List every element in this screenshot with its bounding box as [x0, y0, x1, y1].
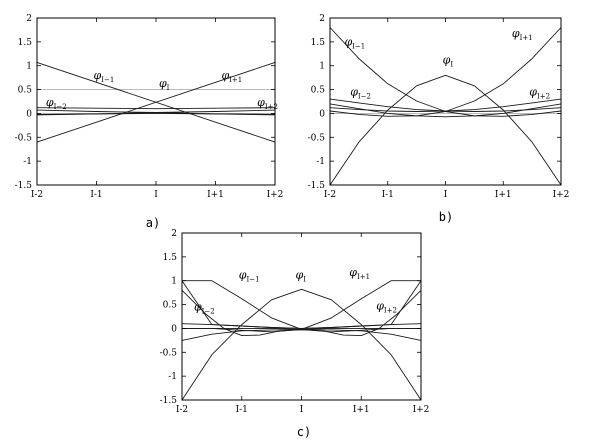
curve-label-I+1: φI+1: [349, 266, 370, 281]
curve-I: [329, 74, 562, 186]
panel-caption: a): [146, 216, 160, 230]
y-tick-label: 0: [319, 109, 325, 119]
y-tick-label: 0: [26, 109, 32, 119]
curve-label-I+2: φI+2: [529, 85, 550, 100]
curve-label-subscript: I−1: [246, 275, 259, 283]
y-tick-label: 2: [319, 14, 325, 24]
x-tick-label: I-2: [176, 405, 188, 415]
x-tick-label: I: [444, 190, 448, 200]
curve-label-I+2: φI+2: [376, 299, 397, 314]
panel-b: 2 1.5 1 0.5 0 -0.5 -1 -1.5I-2 I-1 I I+1 I+2 φI−1 φI φI…: [308, 14, 570, 224]
curve-I: [181, 288, 422, 401]
y-tick-label: -0.5: [308, 133, 326, 143]
x-tick-label: I+1: [353, 405, 370, 415]
curve-label-I: φI: [159, 77, 170, 92]
curve-label-subscript: I: [450, 60, 453, 68]
curve-label-I+1: φI+1: [221, 69, 242, 84]
y-tick-label: -1.5: [160, 396, 178, 406]
y-tick-label: 1.5: [311, 38, 326, 48]
x-tick-label: I+2: [267, 190, 284, 200]
plot-frame: [36, 17, 276, 186]
x-tick-label: I-2: [324, 190, 336, 200]
curve-label-I2: φI−2: [350, 85, 371, 100]
y-tick-label: -1: [168, 372, 177, 382]
curve-I+1: [36, 61, 276, 143]
x-tick-label: I-1: [236, 405, 248, 415]
curve-label-I2: φI−2: [194, 300, 215, 315]
panel-caption: b): [439, 210, 453, 224]
y-tick-label: 1: [171, 277, 177, 287]
y-tick-label: -1: [316, 157, 325, 167]
y-tick-label: 0.5: [163, 301, 178, 311]
curve-label-subscript: I+2: [537, 92, 550, 100]
y-tick-label: -1.5: [15, 181, 33, 191]
curve-label-subscript: I−2: [54, 103, 67, 111]
y-tick-label: 1: [319, 62, 325, 72]
y-tick-label: 1.5: [163, 253, 178, 263]
curve-label-subscript: I+2: [265, 103, 278, 111]
curve-label-subscript: I: [167, 84, 170, 92]
y-tick-label: 2: [26, 14, 32, 24]
y-tick-label: 2: [171, 229, 177, 239]
y-tick-label: 1.5: [18, 38, 33, 48]
curve-I-2: [181, 289, 421, 337]
x-tick-label: I-1: [382, 190, 394, 200]
y-tick-label: -1: [23, 157, 32, 167]
x-tick-label: I+2: [553, 190, 570, 200]
curve-I+1: [329, 27, 562, 117]
curve-label-I1: φI−1: [94, 69, 115, 84]
y-tick-label: 0: [171, 324, 177, 334]
x-tick-label: I+2: [413, 405, 430, 415]
curve-label-I1: φI−1: [239, 268, 260, 283]
curve-label-subscript: I−1: [101, 76, 114, 84]
curve-label-I1: φI−1: [344, 36, 365, 51]
curve-label-subscript: I+1: [520, 34, 533, 42]
x-tick-label: I+1: [495, 190, 512, 200]
curve-7: [181, 329, 422, 341]
curve-5: [36, 107, 276, 110]
x-tick-label: I-1: [90, 190, 102, 200]
curve-I+2: [36, 109, 276, 116]
curve-label-subscript: I−1: [352, 43, 365, 51]
y-tick-label: 0.5: [18, 86, 33, 96]
curve-5: [329, 103, 562, 118]
x-tick-label: I-2: [31, 190, 43, 200]
x-tick-label: I: [154, 190, 158, 200]
curve-label-subscript: I+2: [384, 306, 397, 314]
x-tick-label: I: [300, 405, 304, 415]
panel-a: 2 1.5 1 0.5 0 -0.5 -1 -1.5I-2 I-1 I I+1 I+2 φI−1 φI φI…: [15, 14, 284, 230]
y-tick-label: -0.5: [160, 348, 178, 358]
panel-caption: c): [297, 425, 311, 439]
curve-label-I: φI: [296, 268, 307, 283]
plot-frame: [181, 232, 422, 401]
curve-3: [181, 280, 422, 329]
curve-label-I+1: φI+1: [512, 27, 533, 42]
y-tick-label: -1.5: [308, 181, 326, 191]
curve-label-I2: φI−2: [46, 96, 67, 111]
curve-label-I: φI: [443, 53, 454, 68]
x-tick-label: I+1: [207, 190, 224, 200]
curve-I+2: [182, 289, 422, 337]
y-tick-label: -0.5: [15, 133, 33, 143]
curve-label-subscript: I−2: [202, 307, 215, 315]
panel-c: 2 1.5 1 0.5 0 -0.5 -1 -1.5I-2 I-1 I I+1 I+2 φI−1 φI φI…: [160, 229, 430, 439]
curve-4: [181, 280, 422, 329]
y-tick-label: 1: [26, 62, 32, 72]
curve-label-subscript: I−2: [358, 92, 371, 100]
curve-label-subscript: I: [303, 275, 306, 283]
curve-label-subscript: I+1: [357, 273, 370, 281]
curve-label-subscript: I+1: [229, 76, 242, 84]
y-tick-label: 0.5: [311, 86, 326, 96]
